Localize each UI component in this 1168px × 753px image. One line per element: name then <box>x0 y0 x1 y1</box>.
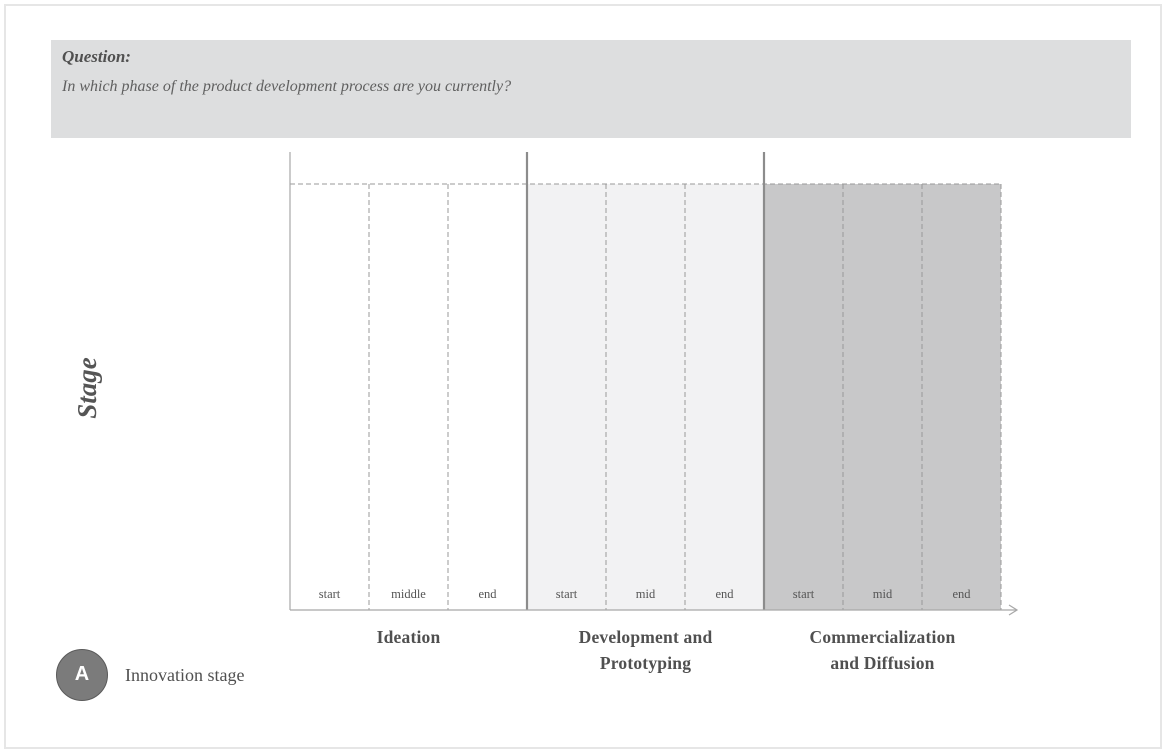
phase-background-3 <box>764 184 1001 610</box>
question-label: Question: <box>62 47 131 66</box>
segment-label-1-3: end <box>478 587 497 601</box>
phase-label-1: Ideation <box>289 624 529 650</box>
phase-label-3: Commercialization and Diffusion <box>763 624 1003 676</box>
segment-label-3-2: mid <box>873 587 893 601</box>
phase-background-2 <box>527 184 764 610</box>
phase-label-line: and Diffusion <box>830 653 935 673</box>
phase-background-1 <box>290 184 527 610</box>
question-box: Question: In which phase of the product … <box>51 40 1131 138</box>
segment-label-1-2: middle <box>391 587 426 601</box>
segment-label-1-1: start <box>319 587 341 601</box>
segment-label-2-3: end <box>715 587 734 601</box>
phase-label-line: Commercialization <box>809 627 956 647</box>
phase-label-line: Ideation <box>376 627 441 647</box>
question-text: In which phase of the product developmen… <box>62 78 512 95</box>
segment-label-2-2: mid <box>636 587 656 601</box>
segment-label-2-1: start <box>556 587 578 601</box>
phase-label-2: Development and Prototyping <box>526 624 766 676</box>
innovation-stage-caption: Innovation stage <box>125 665 245 685</box>
phase-label-line: Prototyping <box>599 653 692 673</box>
segment-label-3-3: end <box>952 587 971 601</box>
x-axis-arrowhead <box>1008 604 1019 616</box>
phase-label-line: Development and <box>578 627 713 647</box>
badge-a: A <box>56 649 108 701</box>
segment-label-3-1: start <box>793 587 815 601</box>
